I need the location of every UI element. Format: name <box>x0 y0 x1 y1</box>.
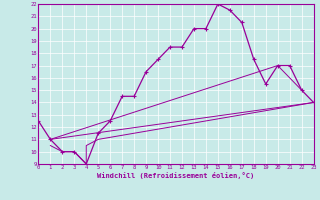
X-axis label: Windchill (Refroidissement éolien,°C): Windchill (Refroidissement éolien,°C) <box>97 172 255 179</box>
